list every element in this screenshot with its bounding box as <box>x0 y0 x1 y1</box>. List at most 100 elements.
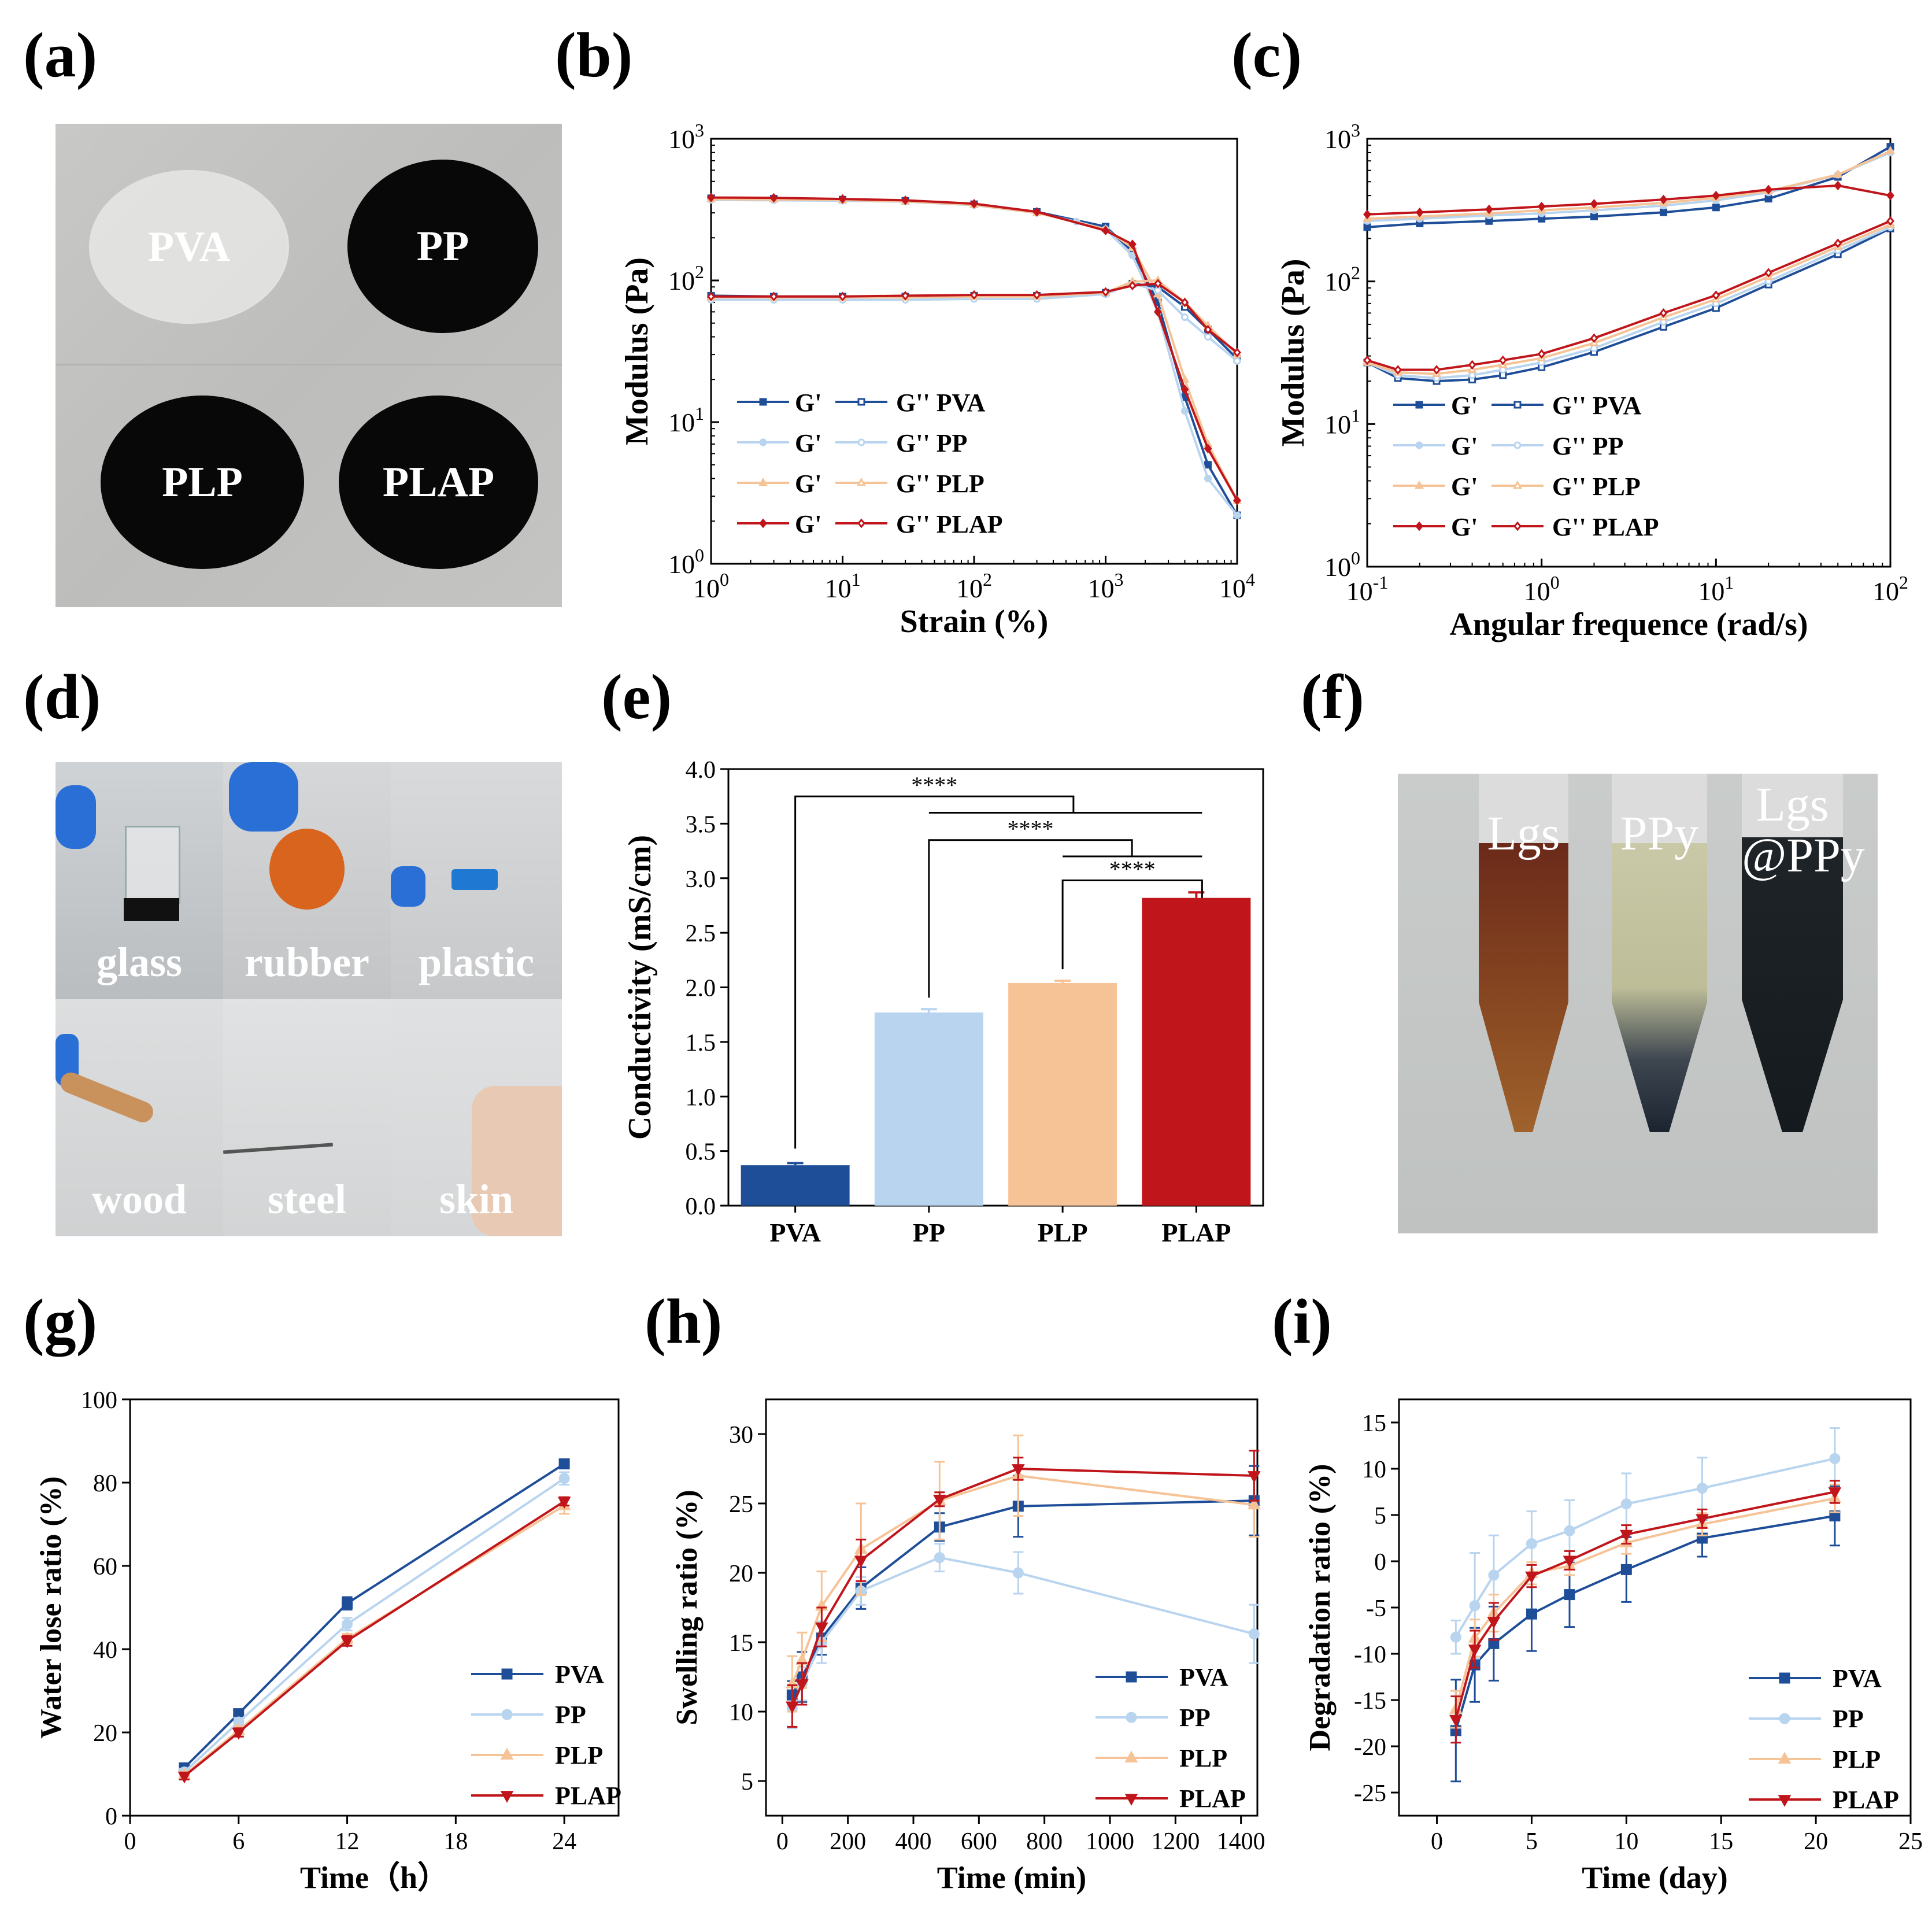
series-line-pp-loss <box>1367 226 1891 379</box>
photo-hydrogel-samples: PVA PP PLP PLAP <box>55 124 562 607</box>
data-point-plap <box>1468 360 1476 370</box>
legend-marker-storage <box>1415 441 1423 449</box>
y-tick-label: 1.5 <box>686 1030 716 1056</box>
data-point-plap <box>1101 226 1110 236</box>
tube-lgs: Lgs <box>1479 774 1568 1132</box>
series-line-plap-loss <box>711 282 1238 354</box>
legend-marker-storage <box>1415 521 1423 531</box>
x-tick-label: 101 <box>1698 572 1734 606</box>
x-axis-label: Angular frequence (rad/s) <box>1449 607 1808 642</box>
data-point-plap <box>785 1701 799 1714</box>
legend-label-loss: G'' PLAP <box>896 510 1003 538</box>
legend-marker-loss <box>857 518 865 529</box>
data-point-pva <box>1712 204 1720 212</box>
adhesion-label-skin: skin <box>439 1176 514 1222</box>
data-point-pva <box>342 1598 353 1609</box>
x-axis-label: Time (min) <box>937 1860 1086 1895</box>
x-tick-label: 101 <box>825 569 861 603</box>
data-point-plap <box>1154 279 1162 289</box>
adhesion-cell-plastic: plastic <box>391 762 562 999</box>
series-line-plap-loss <box>1367 220 1891 371</box>
bar-plp <box>1008 982 1117 1206</box>
bar-pva <box>741 1165 850 1206</box>
data-point-pp <box>1696 1483 1708 1494</box>
legend-marker <box>1126 1671 1137 1683</box>
y-tick-label: 15 <box>1362 1410 1386 1437</box>
plot-frame <box>1366 138 1892 568</box>
adhesion-label-rubber: rubber <box>245 939 369 985</box>
legend-marker <box>1126 1712 1137 1723</box>
series-line-plp-storage <box>710 198 1238 501</box>
sample-label-pp: PP <box>416 222 469 270</box>
series-line-plap-storage <box>710 196 1238 501</box>
y-tick-label: 103 <box>668 120 704 154</box>
data-point-plap <box>1590 199 1598 209</box>
panel-label-i: (i) <box>1272 1286 1332 1357</box>
data-point-pp <box>1180 313 1189 322</box>
data-point-plap <box>1487 1617 1501 1629</box>
legend-label-storage: G' <box>1451 432 1478 460</box>
y-tick-label: 103 <box>1324 120 1360 154</box>
y-tick-label: 20 <box>729 1561 753 1587</box>
series-line-plp-loss <box>1367 223 1891 375</box>
y-tick-label: -5 <box>1366 1595 1386 1622</box>
legend-marker-storage <box>758 477 768 486</box>
y-tick-label: 40 <box>93 1637 117 1664</box>
y-tick-label: 102 <box>668 261 704 295</box>
x-tick-label: 1200 <box>1151 1828 1200 1855</box>
legend-marker <box>1779 1713 1790 1724</box>
y-tick-label: 0 <box>1374 1549 1386 1576</box>
legend-label: PP <box>555 1701 586 1729</box>
legend-label: PLP <box>1179 1744 1227 1772</box>
x-tick-label: 1400 <box>1217 1828 1265 1855</box>
legend-label: PLAP <box>1833 1786 1899 1814</box>
data-point-plap <box>1154 307 1162 317</box>
data-point-plap <box>1032 207 1041 217</box>
data-point-pp <box>1469 1600 1481 1612</box>
data-point-plap <box>932 1494 946 1507</box>
data-point-plap <box>1537 349 1546 359</box>
y-tick-label: 102 <box>1324 263 1360 297</box>
adhesion-label-steel: steel <box>268 1176 346 1222</box>
tube-label-ppy: PPy <box>1620 807 1699 860</box>
legend-marker-loss <box>1512 480 1523 489</box>
x-tick-label: 10 <box>1614 1828 1638 1855</box>
data-point-pva <box>558 1458 570 1470</box>
legend-marker <box>500 1747 514 1760</box>
x-tick-label: 100 <box>693 569 729 603</box>
series-line-plp <box>1454 1497 1835 1710</box>
panel-label-d: (d) <box>23 662 101 732</box>
series-line-plap-storage <box>1367 184 1891 216</box>
tube-label-lgs-ppy: Lgs @PPy <box>1742 778 1865 883</box>
legend-marker-storage <box>759 438 767 446</box>
data-point-pp <box>1468 371 1476 379</box>
panel-label-c: (c) <box>1231 20 1302 90</box>
data-point-plap <box>1128 280 1137 291</box>
chart-water-loss: 0 6 12 18 24 0 20 40 60 80 100 Time（h） Water lose ra… <box>35 1387 621 1895</box>
x-tick-label: 104 <box>1219 569 1255 603</box>
significance-bracket <box>794 795 1075 1149</box>
y-axis-label: Modulus (Pa) <box>619 257 655 445</box>
data-point-plap <box>1696 1514 1709 1527</box>
panel-label-h: (h) <box>645 1286 723 1357</box>
x-tick-label: 600 <box>961 1828 997 1855</box>
data-point-plap <box>1659 194 1668 205</box>
data-point-pp <box>1248 1628 1260 1640</box>
data-point-plap <box>1180 297 1189 308</box>
panel-label-e: (e) <box>601 662 672 732</box>
significance-label: **** <box>1109 856 1156 882</box>
legend-label: PLAP <box>1179 1784 1246 1813</box>
significance-label: **** <box>1008 816 1054 842</box>
legend-label: PLP <box>1833 1745 1881 1773</box>
legend-label: PVA <box>555 1660 604 1688</box>
y-tick-label: 5 <box>1374 1503 1386 1529</box>
y-tick-label: 30 <box>729 1422 753 1449</box>
legend-label: PLP <box>555 1741 603 1769</box>
data-point-pva <box>1660 208 1668 216</box>
data-point-plap <box>1537 201 1546 212</box>
legend-marker-storage <box>1414 480 1424 489</box>
legend-label-storage: G' <box>1451 391 1478 420</box>
adhesion-label-plastic: plastic <box>418 939 534 985</box>
legend-label: PP <box>1179 1704 1211 1732</box>
y-tick-label: 3.0 <box>686 866 716 893</box>
